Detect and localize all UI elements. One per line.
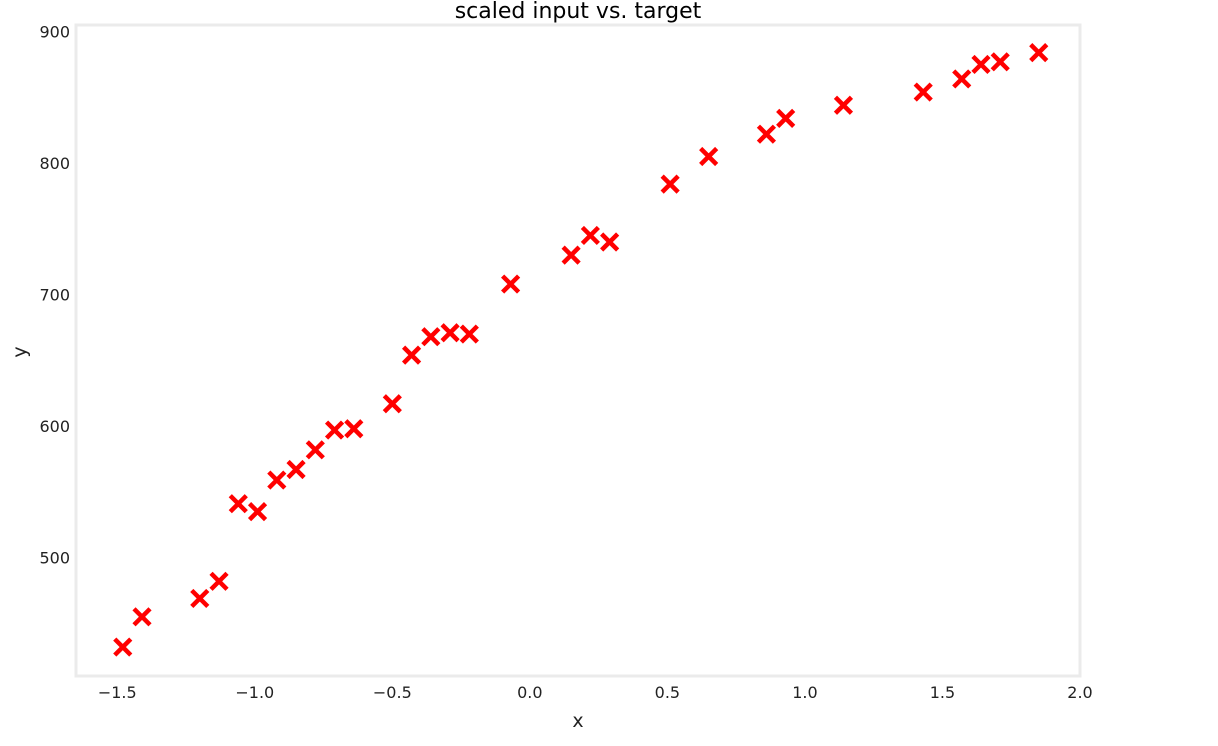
data-point — [776, 108, 796, 128]
plot-frame — [74, 23, 1082, 678]
y-tick-label: 800 — [39, 154, 70, 173]
data-point — [382, 394, 402, 414]
data-point — [113, 637, 133, 657]
data-point — [580, 225, 600, 246]
data-point — [440, 323, 460, 343]
data-point — [344, 419, 364, 439]
x-tick-label: 0.0 — [517, 683, 542, 702]
data-point — [209, 571, 229, 591]
data-point — [324, 420, 345, 440]
chart-title: scaled input vs. target — [455, 0, 702, 24]
y-tick-label: 700 — [39, 286, 70, 305]
data-point — [501, 274, 521, 294]
y-tick-label: 600 — [39, 417, 70, 436]
data-point — [971, 54, 991, 75]
y-axis-label: y — [9, 346, 31, 357]
data-point — [190, 588, 210, 608]
x-tick-label: 2.0 — [1067, 683, 1092, 702]
data-point — [990, 52, 1010, 72]
data-point — [660, 174, 680, 194]
data-point — [421, 327, 441, 347]
data-point — [699, 146, 719, 167]
data-point — [952, 69, 972, 89]
data-point — [561, 245, 581, 265]
x-tick-label: −1.0 — [235, 683, 274, 702]
x-tick-label: 1.0 — [792, 683, 817, 702]
data-point — [401, 345, 422, 365]
data-point — [247, 502, 268, 522]
data-point — [267, 470, 287, 490]
x-tick-label: −1.5 — [98, 683, 137, 702]
data-point — [756, 124, 777, 144]
x-axis-label: x — [572, 710, 583, 732]
data-point — [913, 82, 933, 102]
data-point — [1029, 43, 1049, 63]
x-tick-label: 0.5 — [655, 683, 680, 702]
y-tick-label: 500 — [39, 549, 70, 568]
x-tick-label: −0.5 — [373, 683, 412, 702]
data-point — [286, 459, 306, 480]
data-point — [459, 324, 479, 344]
y-axis: 500 600 700 800 900 — [39, 23, 70, 568]
data-points — [113, 43, 1049, 657]
data-point — [305, 440, 325, 460]
data-point — [600, 232, 620, 252]
data-point — [228, 494, 248, 514]
x-axis: −1.5 −1.0 −0.5 0.0 0.5 1.0 1.5 2.0 — [98, 683, 1093, 702]
data-point — [833, 95, 854, 115]
y-tick-label: 900 — [39, 23, 70, 42]
x-tick-label: 1.5 — [930, 683, 955, 702]
data-point — [132, 607, 152, 627]
